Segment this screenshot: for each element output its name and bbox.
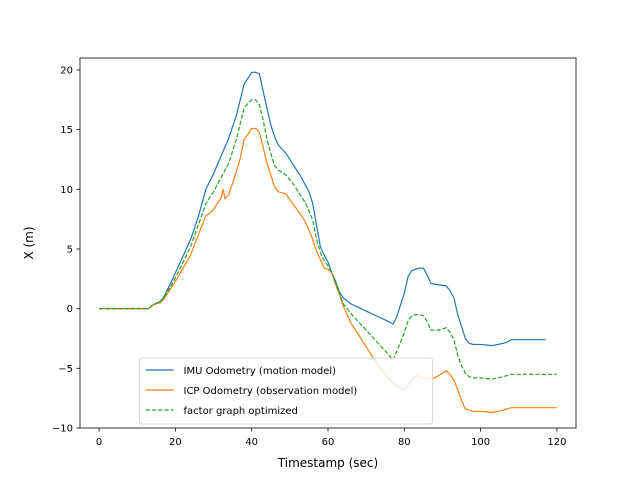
series-line-3 — [99, 99, 557, 380]
y-tick-label: 10 — [60, 185, 73, 196]
legend-label-3: factor graph optimized — [184, 406, 298, 417]
y-tick-label: −10 — [52, 424, 73, 435]
series-line-1 — [99, 71, 546, 347]
x-tick-label: 20 — [169, 437, 182, 448]
legend-label-1: IMU Odometry (motion model) — [184, 366, 337, 377]
y-tick-label: 15 — [60, 125, 73, 136]
series-lines — [99, 71, 557, 414]
y-axis-ticks: −10 −5 0 5 10 15 20 — [52, 65, 80, 435]
x-axis-ticks: 0 20 40 60 80 100 120 — [96, 428, 566, 448]
y-axis-label: X (m) — [22, 226, 36, 259]
x-tick-label: 60 — [322, 437, 335, 448]
y-tick-label: 20 — [60, 65, 73, 76]
y-tick-label: 0 — [67, 304, 73, 315]
legend-label-2: ICP Odometry (observation model) — [184, 386, 358, 397]
y-tick-label: 5 — [67, 244, 73, 255]
x-axis-label: Timestamp (sec) — [277, 456, 378, 470]
x-tick-label: 80 — [398, 437, 411, 448]
x-tick-label: 40 — [245, 437, 258, 448]
x-tick-label: 0 — [96, 437, 102, 448]
legend-box — [139, 357, 433, 425]
y-tick-label: −5 — [58, 364, 73, 375]
x-tick-label: 120 — [547, 437, 566, 448]
x-tick-label: 100 — [471, 437, 490, 448]
legend: IMU Odometry (motion model) ICP Odometry … — [139, 357, 433, 425]
series-line-2 — [99, 127, 557, 414]
